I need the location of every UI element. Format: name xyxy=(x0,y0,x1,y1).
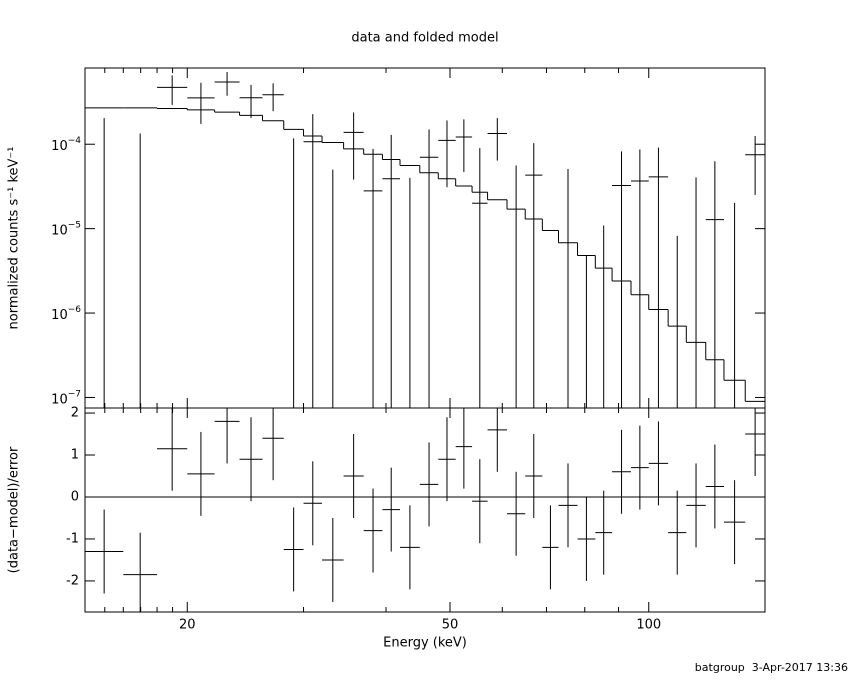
x-tick-label: 50 xyxy=(442,618,459,633)
y-tick-power: −5 xyxy=(68,220,81,230)
x-axis-label: Energy (keV) xyxy=(383,636,467,651)
y-tick-power: −6 xyxy=(68,305,82,315)
y-tick-power: −4 xyxy=(68,136,82,146)
y-tick-label: 10−7 xyxy=(51,389,81,407)
residual-panel xyxy=(85,408,765,612)
y-tick-label: 10−5 xyxy=(51,220,81,238)
plot-frame xyxy=(84,67,766,613)
y-tick-base: 10 xyxy=(51,392,68,407)
x-tick-label: 100 xyxy=(636,618,661,633)
y-axis-label: (data−model)/error xyxy=(7,446,22,573)
chart-title: data and folded model xyxy=(351,31,498,46)
y-axis-label: normalized counts s⁻¹ keV⁻¹ xyxy=(7,147,22,330)
y-tick-label: 2 xyxy=(71,406,79,421)
y-tick-base: 10 xyxy=(51,308,68,323)
y-tick-base: 10 xyxy=(51,139,68,154)
y-tick-label: -2 xyxy=(66,573,79,588)
y-tick-label: 10−6 xyxy=(51,305,81,323)
footer: batgroup 3-Apr-2017 13:36 xyxy=(695,661,848,674)
y-tick-label: -1 xyxy=(66,531,79,546)
y-tick-label: 10−4 xyxy=(51,136,81,154)
y-tick-label: 0 xyxy=(71,489,79,504)
y-tick-power: −7 xyxy=(68,389,81,399)
y-tick-base: 10 xyxy=(51,223,68,238)
spectrum-panel xyxy=(85,72,765,408)
x-tick-label: 20 xyxy=(179,618,196,633)
y-tick-label: 1 xyxy=(71,448,79,463)
